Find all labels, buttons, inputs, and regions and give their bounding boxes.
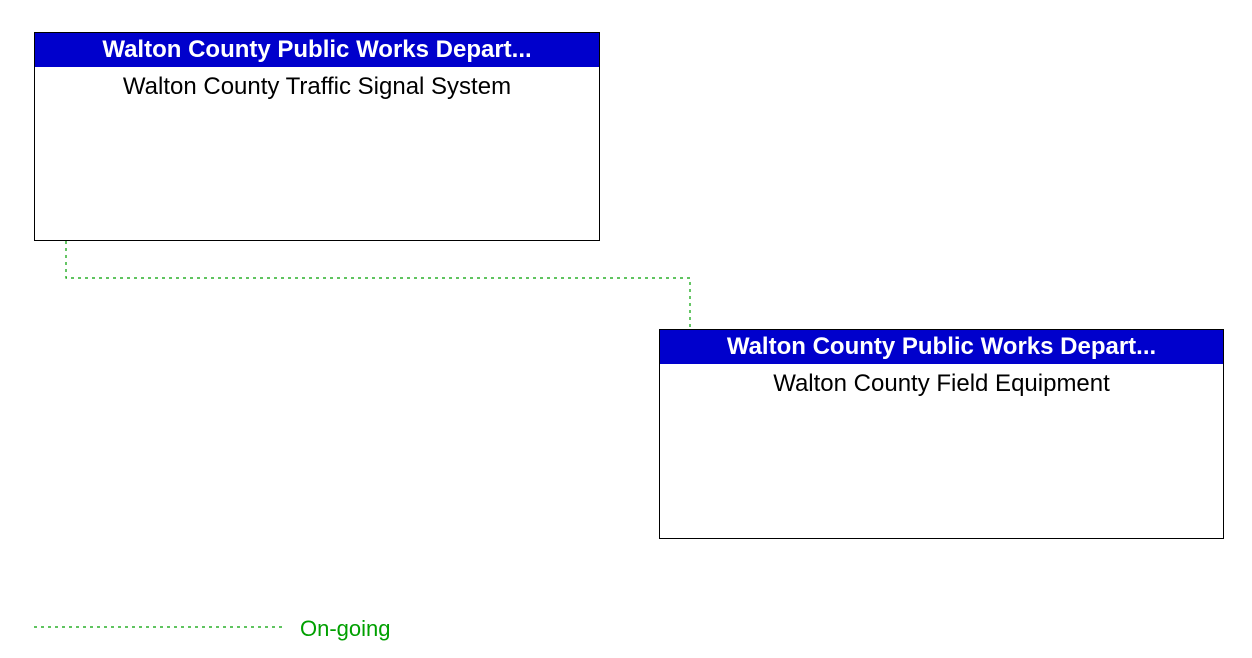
legend-label: On-going: [300, 616, 391, 642]
node-traffic-signal: Walton County Public Works Depart... Wal…: [34, 32, 600, 241]
node-header-text: Walton County Public Works Depart...: [102, 36, 531, 63]
node-body: Walton County Field Equipment: [660, 364, 1223, 398]
node-body-text: Walton County Field Equipment: [773, 370, 1110, 397]
connector-line: [66, 241, 690, 329]
node-body-text: Walton County Traffic Signal System: [123, 73, 511, 100]
node-header-text: Walton County Public Works Depart...: [727, 333, 1156, 360]
node-header: Walton County Public Works Depart...: [660, 330, 1223, 364]
node-field-equipment: Walton County Public Works Depart... Wal…: [659, 329, 1224, 539]
node-header: Walton County Public Works Depart...: [35, 33, 599, 67]
node-body: Walton County Traffic Signal System: [35, 67, 599, 101]
legend-label-text: On-going: [300, 616, 391, 641]
diagram-canvas: Walton County Public Works Depart... Wal…: [0, 0, 1252, 658]
